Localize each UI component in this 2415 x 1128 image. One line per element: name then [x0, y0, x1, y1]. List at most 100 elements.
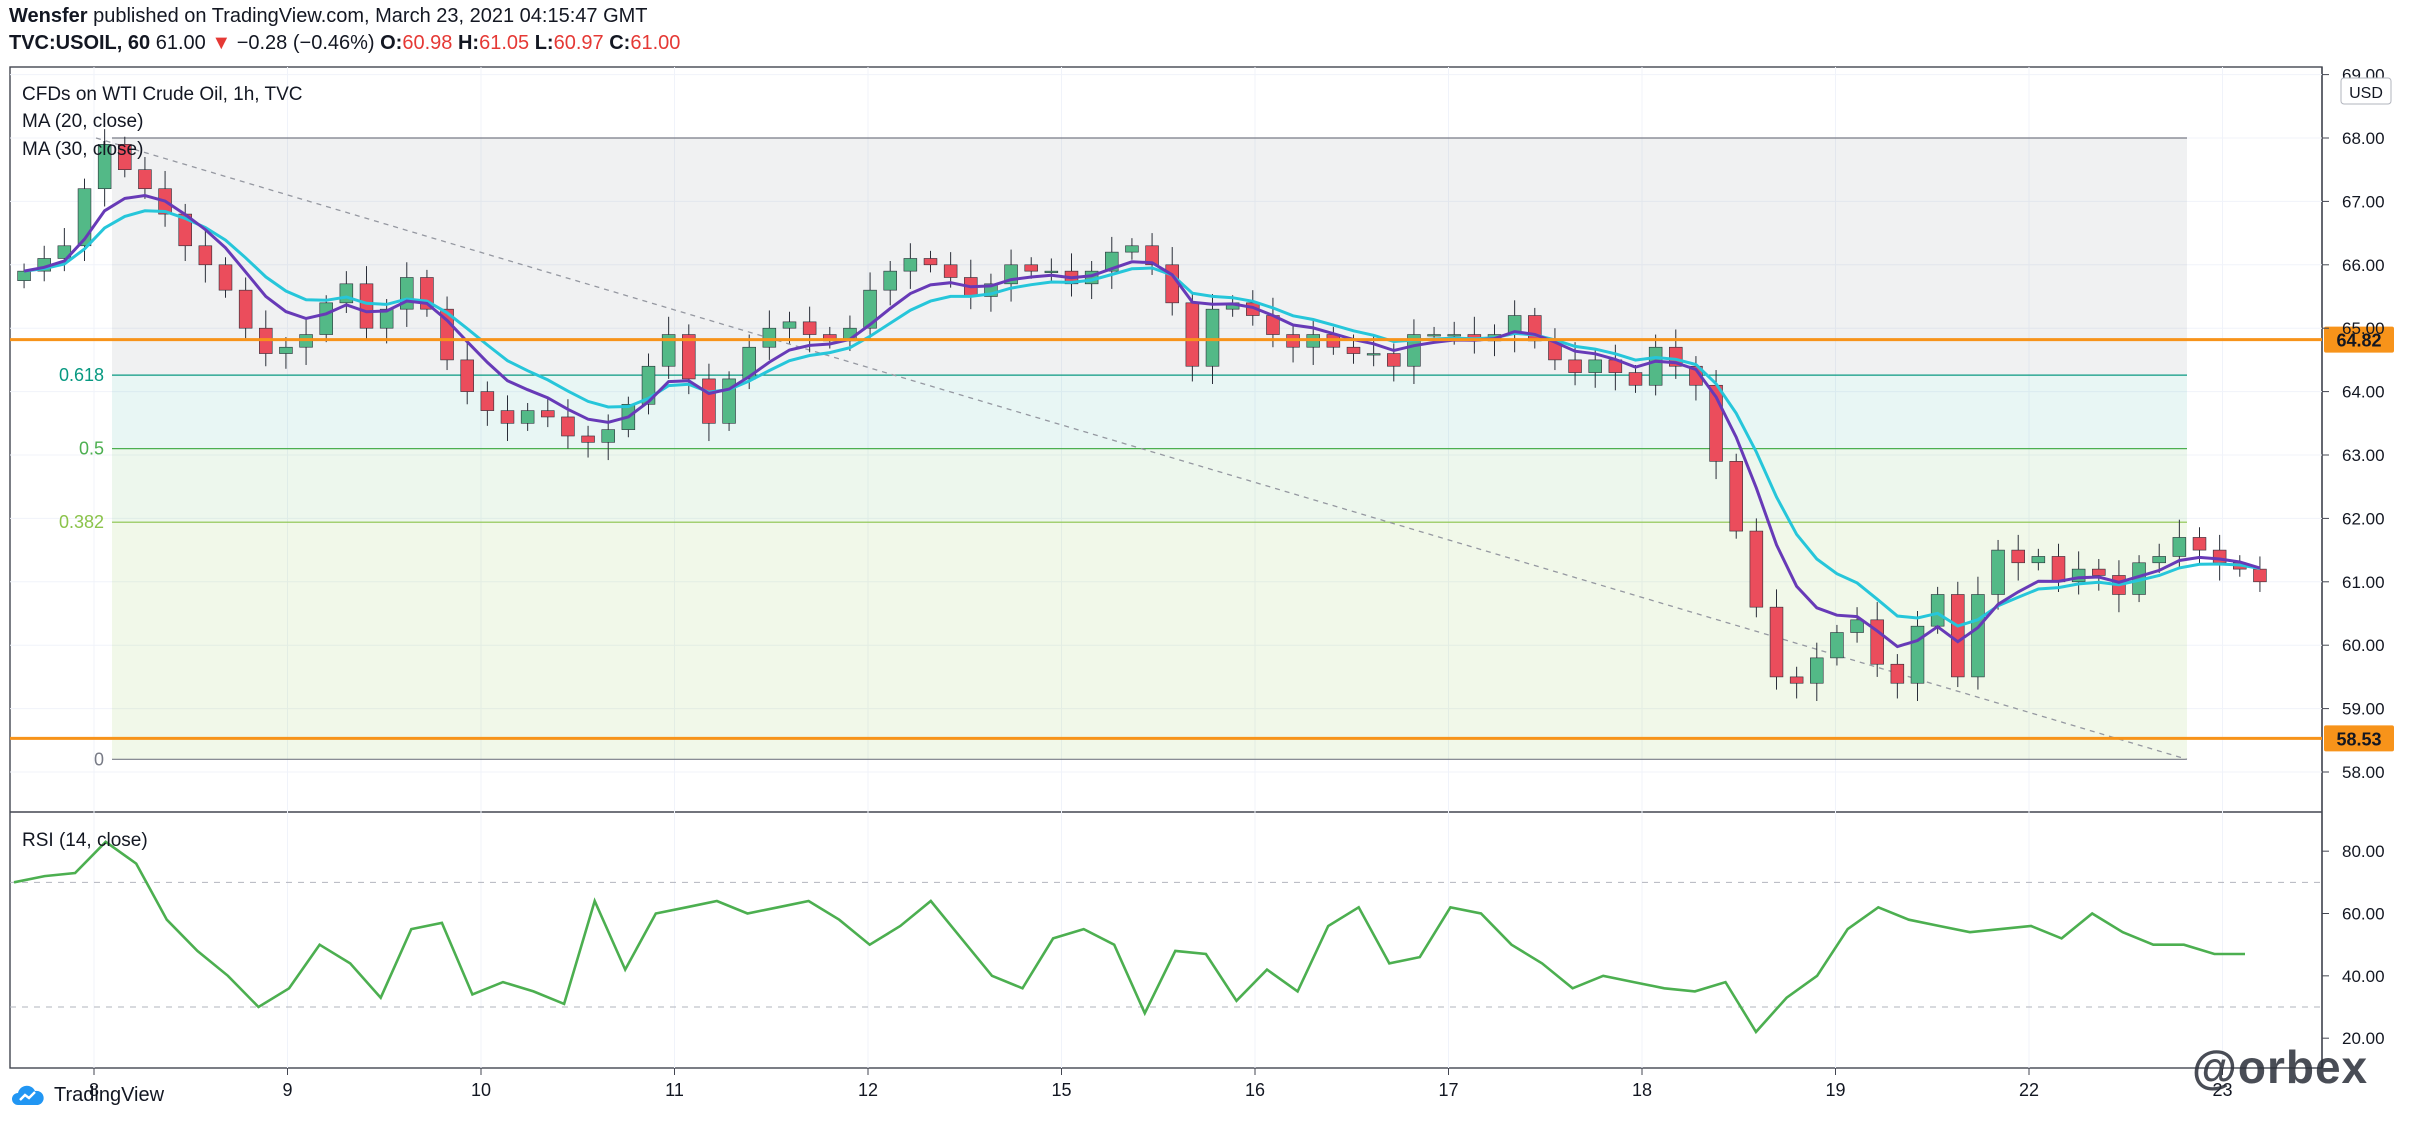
candle-body	[903, 258, 918, 272]
candle-body	[1125, 245, 1139, 253]
fib-zone	[112, 448, 2187, 523]
candle-body	[1185, 302, 1200, 367]
price-tick-label: 63.00	[2342, 446, 2385, 465]
time-axis[interactable]: 8 9 10 11 12 15 16 17 18 19 22 23	[89, 1068, 2233, 1100]
candle-body	[682, 334, 696, 380]
quote-line: TVC:USOIL, 60 61.00 ▼ −0.28 (−0.46%) O:6…	[9, 32, 680, 55]
rsi-tick-label: 60.00	[2342, 905, 2385, 924]
symbol-label[interactable]: TVC:USOIL, 60	[9, 32, 151, 54]
candle-body	[238, 289, 253, 329]
candle-body	[1024, 264, 1038, 272]
high-label: H:	[457, 32, 480, 54]
candle-body	[802, 321, 817, 335]
time-tick-label: 19	[1825, 1080, 1845, 1100]
price-tick-label: 64.00	[2342, 383, 2385, 402]
chart-title: CFDs on WTI Crude Oil, 1h, TVC	[22, 84, 303, 105]
candle-body	[762, 327, 777, 348]
fib-level-label: 0	[94, 749, 104, 769]
fib-level-label: 0.5	[79, 439, 104, 459]
candle-body	[2192, 537, 2207, 551]
level-price-tag	[2324, 326, 2394, 353]
fib-trend-line[interactable]	[95, 137, 2188, 760]
down-arrow-icon: ▼	[211, 32, 232, 54]
level-price-label: 58.53	[2336, 729, 2381, 749]
candle-body	[1729, 461, 1743, 532]
publisher-name[interactable]: Wensfer	[9, 5, 88, 27]
candle-body	[118, 144, 132, 170]
open-value: 60.98	[402, 32, 453, 54]
publish-line: Wensfer published on TradingView.com, Ma…	[9, 5, 648, 28]
candle-body	[218, 264, 233, 291]
candle-body	[2092, 568, 2106, 576]
currency-label: USD	[2349, 85, 2383, 102]
level-price-label: 64.82	[2336, 331, 2381, 351]
low-label: L:	[534, 32, 554, 54]
time-tick-label: 9	[282, 1080, 292, 1100]
candle-body	[2152, 556, 2166, 564]
cloud-icon	[12, 1085, 44, 1105]
candle-body	[1830, 632, 1844, 659]
candle-body	[782, 321, 797, 329]
price-tick-label: 68.00	[2342, 129, 2385, 148]
open-label: O:	[380, 32, 403, 54]
fib-level-label: 0.618	[59, 365, 104, 385]
candle-body	[2051, 556, 2066, 583]
candle-body	[97, 144, 112, 190]
price-tick-label: 66.00	[2342, 256, 2385, 275]
price-tick-label: 58.00	[2342, 763, 2385, 782]
ma30-line	[23, 209, 2261, 628]
currency-box	[2340, 77, 2392, 105]
tradingview-logo[interactable]: TradingView	[10, 1084, 164, 1107]
price-axis[interactable]: 58.00 59.00 60.00 61.00 62.00 63.00 64.00 65.00…	[2322, 66, 2385, 782]
candle-body	[923, 258, 938, 266]
candle-body	[1044, 270, 1059, 273]
time-tick-label: 12	[858, 1080, 878, 1100]
candle-body	[1447, 334, 1461, 337]
price-tick-label: 62.00	[2342, 509, 2385, 528]
candle-body	[279, 346, 293, 354]
rsi-tick-label: 40.00	[2342, 967, 2385, 986]
fib-zone	[112, 375, 2187, 449]
orbex-watermark: @orbex	[2192, 1041, 2369, 1093]
candle-body	[1769, 606, 1784, 678]
rsi-legend: RSI (14, close)	[22, 830, 148, 851]
price-tick-label: 60.00	[2342, 636, 2385, 655]
price-change: −0.28 (−0.46%)	[236, 32, 375, 54]
candle-body	[1870, 619, 1884, 665]
last-price: 61.00	[155, 32, 206, 54]
candle-body	[460, 359, 474, 392]
horizontal-levels[interactable]: 64.82 58.53	[10, 326, 2394, 752]
grid	[10, 67, 2322, 1068]
rsi-line	[13, 840, 2245, 1035]
price-tick-label: 61.00	[2342, 573, 2385, 592]
candle-body	[1387, 353, 1401, 367]
candle-body	[581, 435, 595, 443]
rsi-tick-label: 80.00	[2342, 842, 2385, 861]
fib-level-label: 0.382	[59, 512, 104, 532]
candle-body	[601, 429, 615, 443]
candle-body	[2172, 537, 2187, 557]
ma20-legend: MA (20, close)	[22, 111, 143, 132]
candle-body	[319, 302, 333, 335]
fibonacci-retracement[interactable]: 0.618 0.5 0.382 0	[59, 137, 2187, 769]
level-price-tag	[2324, 725, 2394, 752]
candle-body	[1890, 663, 1905, 684]
candle-body	[339, 283, 354, 304]
candle-body	[1810, 657, 1824, 684]
candle-body	[520, 410, 535, 424]
candle-body	[561, 416, 575, 437]
candle-body	[379, 308, 394, 329]
publish-info: published on TradingView.com, March 23, …	[93, 5, 648, 27]
candle-body	[1930, 594, 1945, 627]
candle-body	[198, 245, 213, 266]
candle-body	[1910, 625, 1925, 684]
ma30-legend: MA (30, close)	[22, 139, 143, 160]
candle-body	[1588, 359, 1602, 373]
candle-body	[1648, 346, 1663, 386]
low-value: 60.97	[553, 32, 604, 54]
candle-body	[1366, 353, 1381, 356]
candle-body	[1205, 308, 1220, 367]
time-tick-label: 18	[1632, 1080, 1652, 1100]
rsi-axis: 20.00 40.00 60.00 80.00	[2322, 842, 2385, 1048]
